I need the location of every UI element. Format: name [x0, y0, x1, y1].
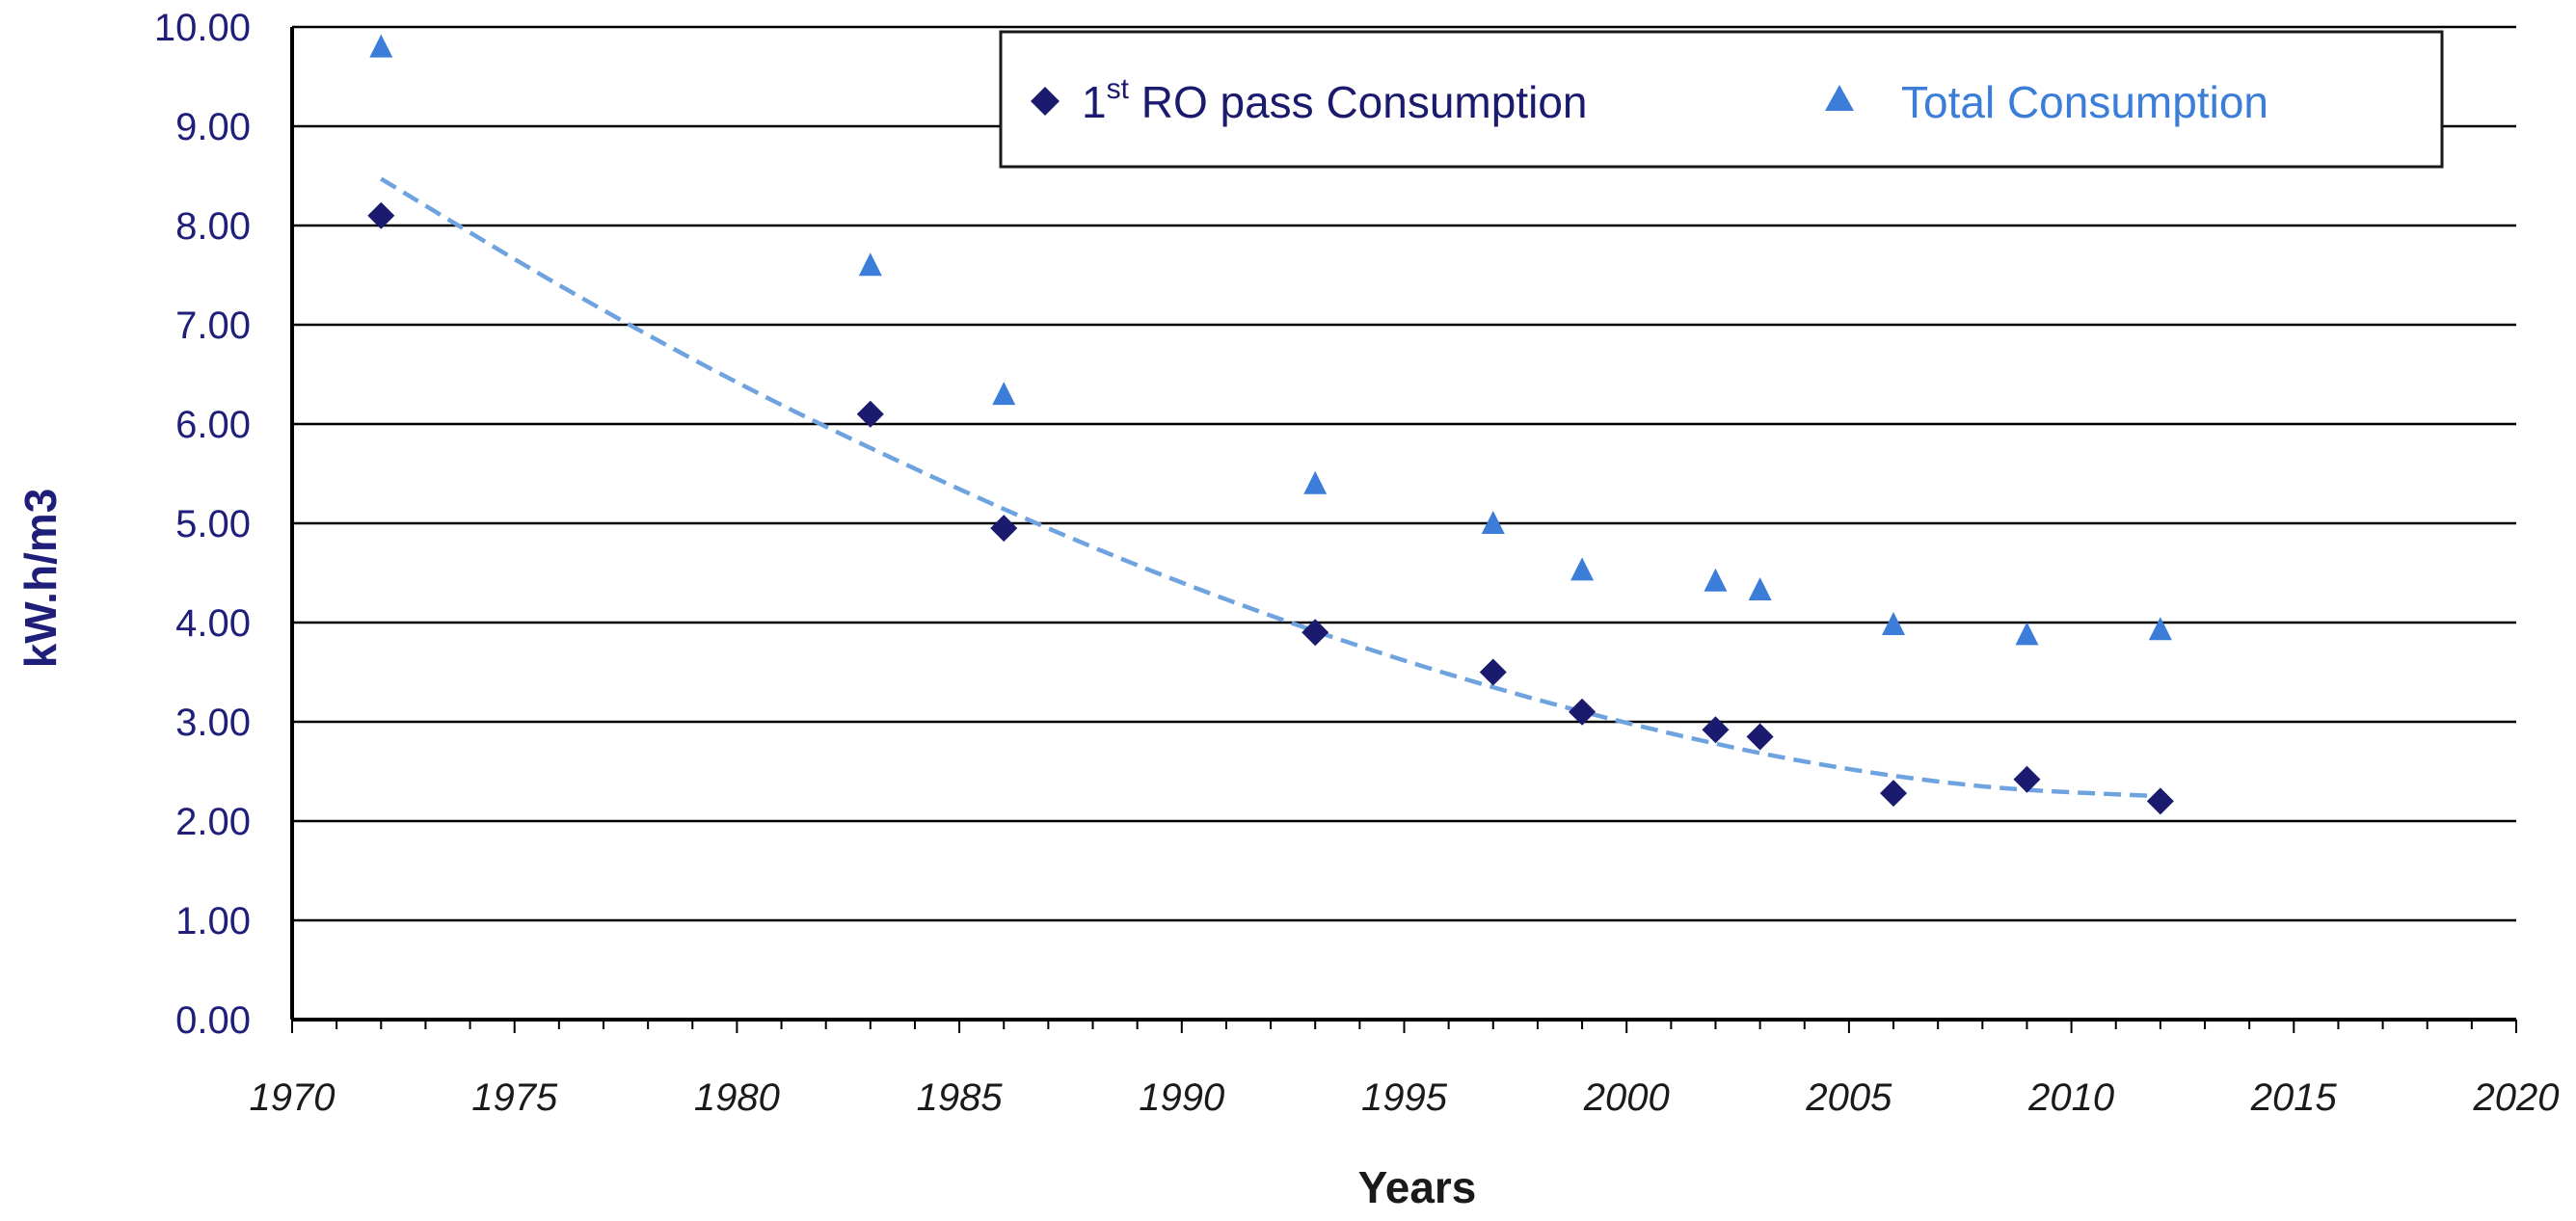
x-tick-label: 2005 — [1805, 1076, 1892, 1119]
y-tick-label: 1.00 — [175, 900, 251, 942]
x-tick-label: 1975 — [471, 1076, 558, 1119]
y-tick-labels: 0.00 1.00 2.00 3.00 4.00 5.00 6.00 7.00 8.00 9.00… — [154, 7, 251, 1042]
y-tick-label: 8.00 — [175, 205, 251, 248]
trendline — [380, 176, 2161, 799]
ro-pass-consumption-point — [856, 400, 884, 428]
legend-label-ro-pass-main: 1 — [1082, 77, 1107, 127]
legend-triangle-marker — [1825, 85, 1854, 111]
total-consumption-point — [369, 34, 393, 58]
y-tick-label: 5.00 — [175, 503, 251, 545]
ro-pass-consumption-point — [1702, 716, 1730, 744]
total-consumption-point — [1570, 557, 1595, 581]
ro-pass-consumption-point — [2146, 787, 2174, 815]
x-tick-labels: 1970 1975 1980 1985 1990 1995 2000 2005 2010 2015… — [250, 1076, 2560, 1119]
x-tick-label: 1980 — [694, 1076, 780, 1119]
ro-pass-consumption-point — [367, 201, 395, 229]
trendline-curve — [380, 176, 2161, 799]
ro-pass-consumption-point — [1746, 723, 1774, 751]
legend-diamond-marker — [1031, 87, 1060, 116]
legend-box — [999, 30, 2444, 169]
y-tick-label: 10.00 — [154, 7, 251, 49]
ro-pass-consumption-point — [990, 515, 1018, 543]
y-tick-label: 4.00 — [175, 602, 251, 645]
ro-pass-consumption-point — [2013, 765, 2041, 793]
legend: 1st RO pass Consumption Total Consumptio… — [999, 30, 2444, 169]
x-tick-label: 1985 — [917, 1076, 1004, 1119]
y-axis-title: kW.h/m3 — [15, 489, 66, 669]
y-tick-label: 0.00 — [175, 999, 251, 1042]
total-consumption-point — [992, 382, 1016, 406]
ro-pass-consumption-point — [1569, 698, 1597, 726]
total-consumption-point — [858, 252, 882, 277]
legend-label-ro-pass-rest: RO pass Consumption — [1129, 77, 1588, 127]
x-tick-label: 1995 — [1361, 1076, 1448, 1119]
total-consumption-point — [1481, 511, 1505, 534]
x-tick-label: 1970 — [250, 1076, 335, 1119]
total-consumption-point — [2015, 622, 2039, 646]
y-tick-label: 3.00 — [175, 702, 251, 744]
y-tick-label: 7.00 — [175, 305, 251, 347]
total-consumption-point — [2148, 617, 2172, 641]
x-tick-label: 2015 — [2250, 1076, 2338, 1119]
legend-label-ro-pass: 1st RO pass Consumption — [1082, 73, 1587, 127]
x-tick-label: 2000 — [1583, 1076, 1670, 1119]
x-tick-label: 2010 — [2027, 1076, 2114, 1119]
y-tick-label: 2.00 — [175, 801, 251, 843]
total-consumption-point — [1748, 577, 1772, 601]
axes — [290, 27, 2517, 1033]
x-tick-label: 2020 — [2473, 1076, 2560, 1119]
ro-pass-consumption-point — [1479, 658, 1507, 686]
data-marks — [367, 34, 2174, 815]
legend-label-ro-pass-sup: st — [1107, 73, 1130, 105]
x-axis-title: Years — [1358, 1162, 1477, 1212]
x-tick-label: 1990 — [1139, 1076, 1224, 1119]
y-tick-label: 9.00 — [175, 106, 251, 148]
y-tick-label: 6.00 — [175, 404, 251, 446]
ro-pass-consumption-point — [1880, 780, 1908, 808]
total-consumption-point — [1882, 612, 1906, 636]
ro-pass-consumption-point — [1301, 619, 1329, 647]
legend-label-total: Total Consumption — [1901, 77, 2268, 127]
total-consumption-point — [1704, 568, 1728, 592]
total-consumption-point — [1303, 470, 1328, 494]
